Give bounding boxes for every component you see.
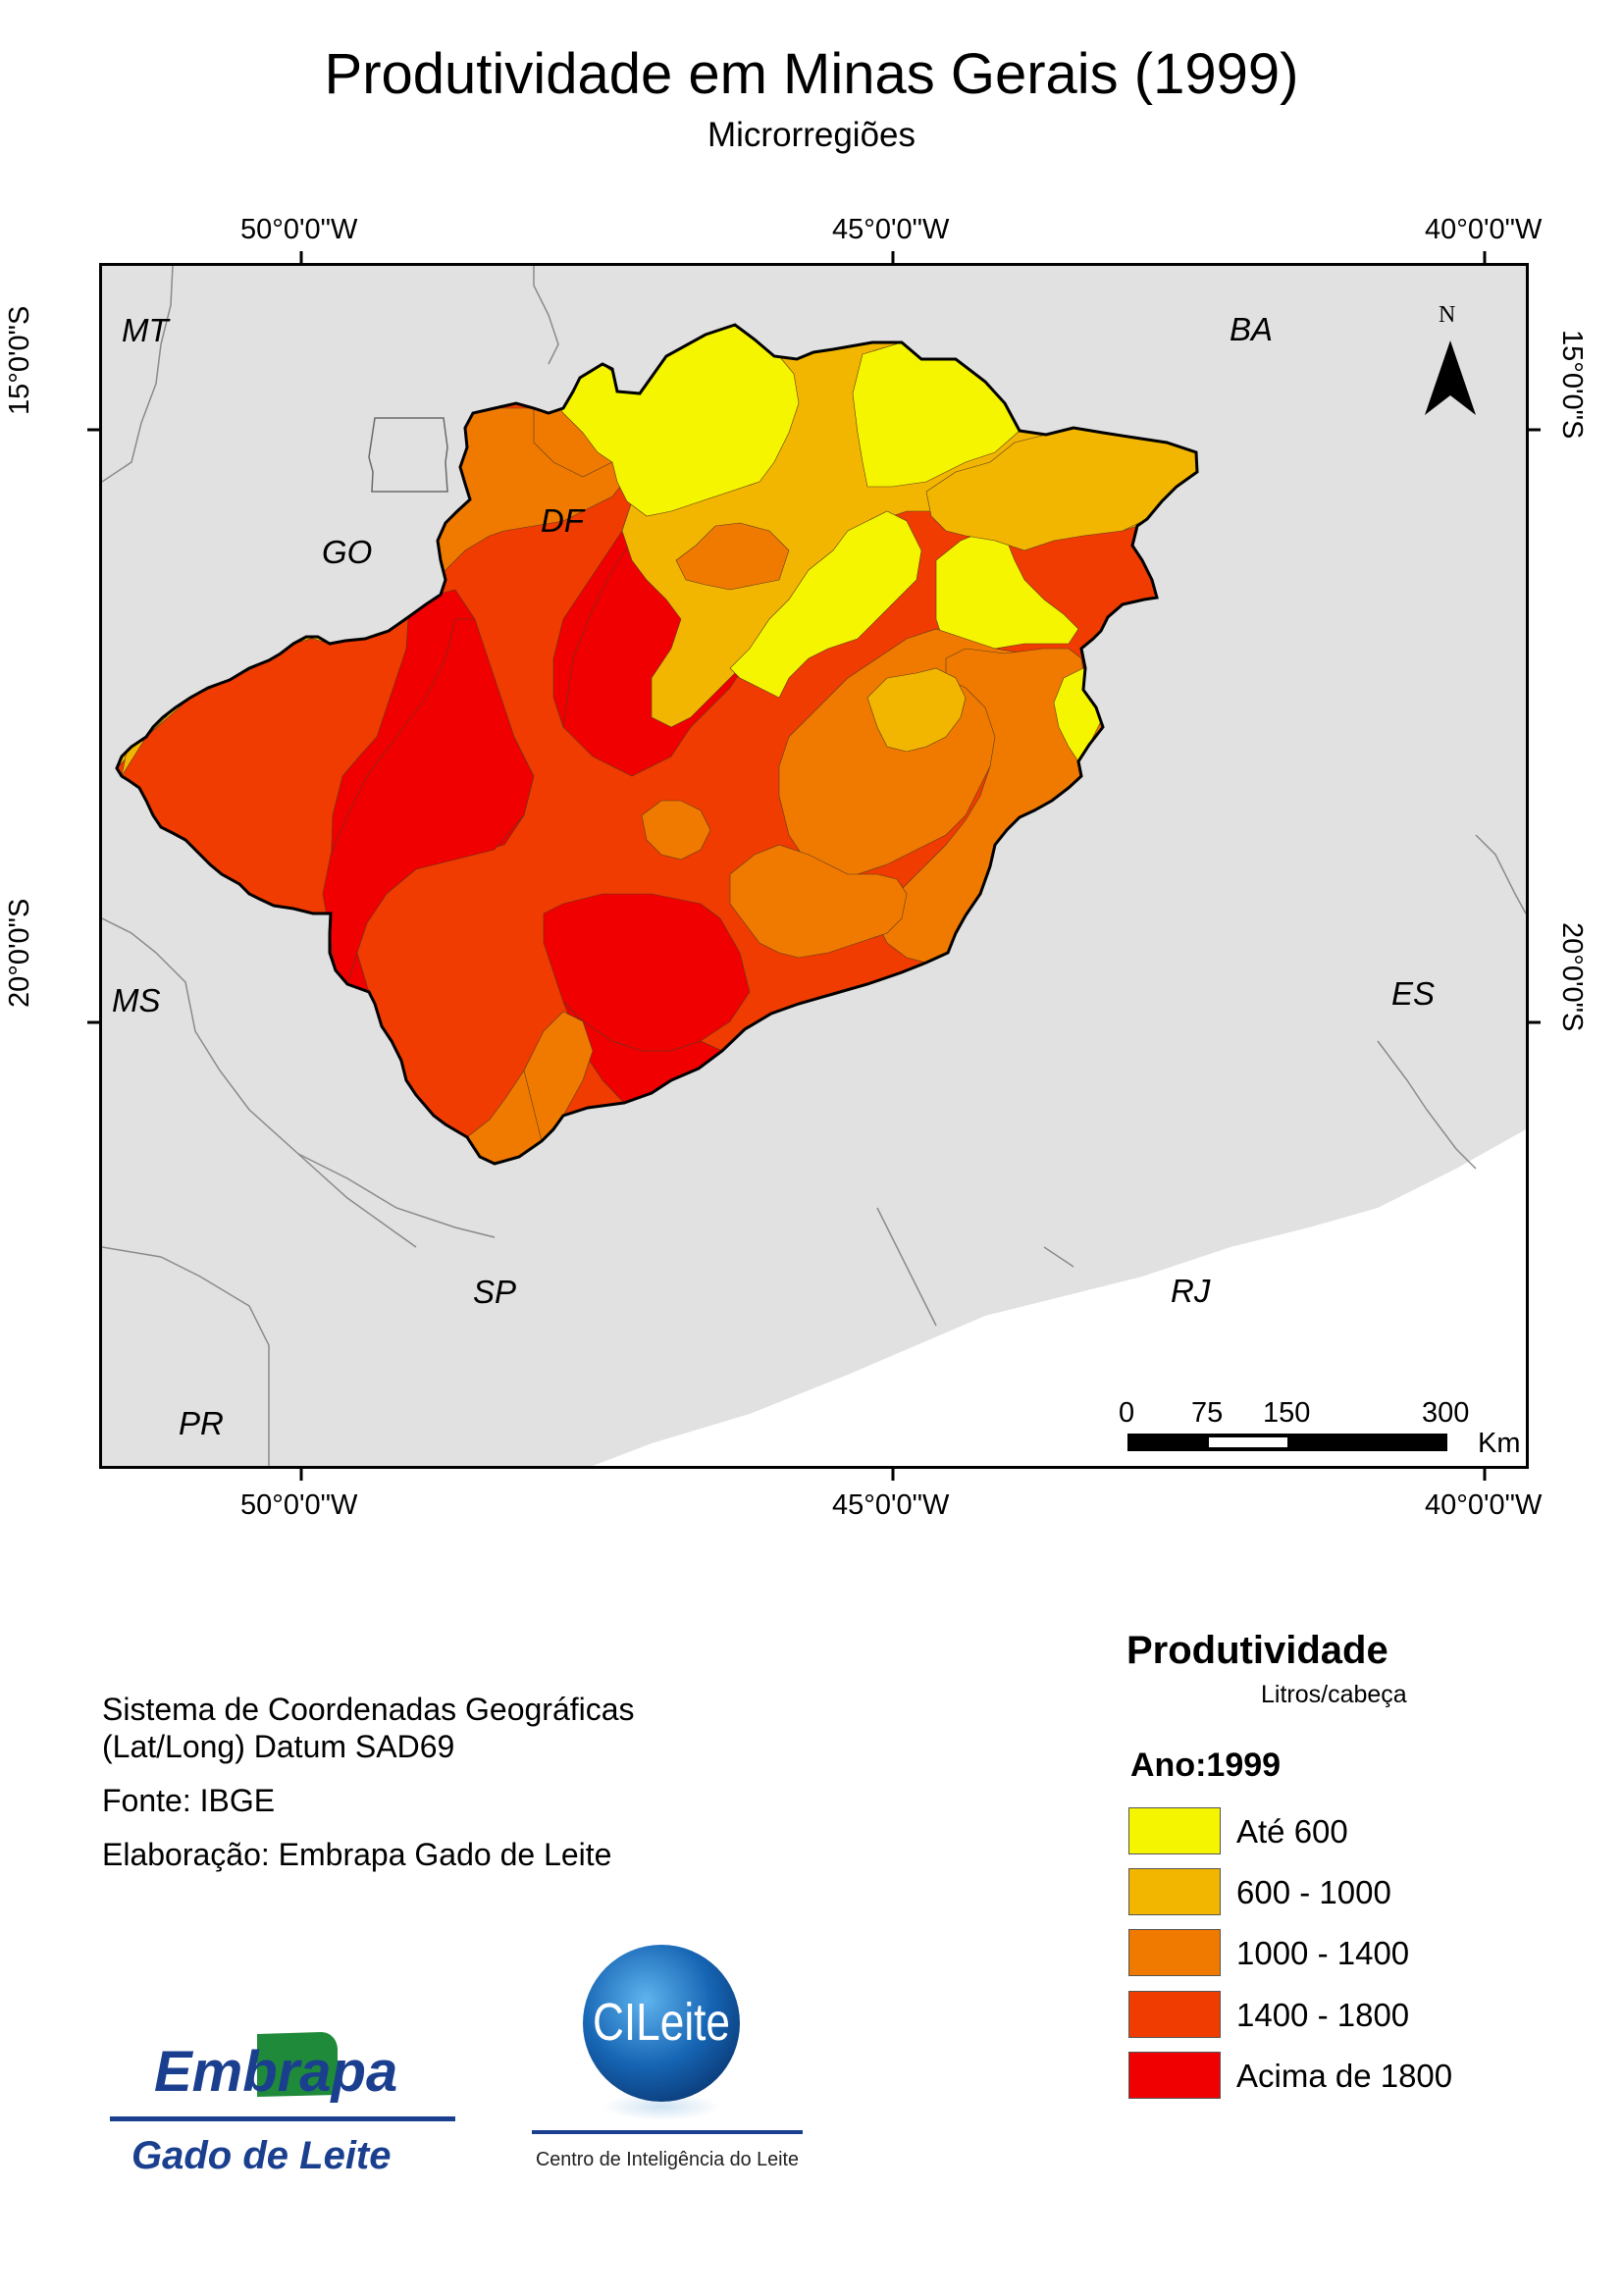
legend-swatch: [1128, 1807, 1221, 1854]
svg-text:Embrapa: Embrapa: [154, 2040, 397, 2104]
svg-text:CILeite: CILeite: [593, 1993, 730, 2052]
legend-swatch: [1128, 1868, 1221, 1915]
legend-swatch: [1128, 1929, 1221, 1976]
lon-label-bottom-50: 50°0'0"W: [240, 1489, 358, 1521]
state-label-ms: MS: [112, 982, 161, 1018]
scale-tick-0: 0: [1119, 1397, 1135, 1429]
minas-gerais-outline: [115, 323, 1199, 1166]
lon-label-top-50: 50°0'0"W: [240, 214, 358, 245]
scale-tick-150: 150: [1263, 1397, 1311, 1429]
graticule-ticks: [87, 251, 1541, 1481]
scale-unit: Km: [1478, 1428, 1521, 1459]
legend-swatch: [1128, 1991, 1221, 2038]
crs-line-2: (Lat/Long) Datum SAD69: [102, 1729, 455, 1764]
legend-label: Acima de 1800: [1236, 2058, 1453, 2094]
mg-microregions: [117, 325, 1197, 1164]
north-arrow-icon: [1425, 340, 1476, 415]
lon-label-top-40: 40°0'0"W: [1425, 214, 1543, 245]
legend-unit: Litros/cabeça: [1261, 1681, 1407, 1708]
legend-title: Produtividade: [1126, 1629, 1388, 1672]
author-text: Elaboração: Embrapa Gado de Leite: [102, 1837, 612, 1872]
microregion: [641, 800, 711, 861]
lon-label-bottom-40: 40°0'0"W: [1425, 1489, 1543, 1521]
scale-bar: [1127, 1434, 1447, 1451]
lon-label-bottom-45: 45°0'0"W: [832, 1489, 950, 1521]
map-frame: [99, 263, 1529, 1469]
legend-swatch: [1128, 2052, 1221, 2099]
microregion: [729, 844, 908, 959]
svg-text:Centro de Inteligência do Leit: Centro de Inteligência do Leite: [536, 2149, 799, 2170]
north-label: N: [1439, 302, 1456, 328]
legend-year: Ano:1999: [1130, 1747, 1282, 1784]
legend-label: 1000 - 1400: [1236, 1935, 1410, 1971]
state-label-pr: PR: [179, 1405, 224, 1441]
scale-tick-75: 75: [1191, 1397, 1224, 1429]
microregion: [322, 618, 535, 985]
crs-line-1: Sistema de Coordenadas Geográficas: [102, 1692, 635, 1727]
svg-text:Gado de Leite: Gado de Leite: [131, 2134, 392, 2177]
df-outline: [368, 417, 448, 493]
state-label-es: ES: [1391, 975, 1436, 1012]
source-text: Fonte: IBGE: [102, 1783, 276, 1818]
map-subtitle: Microrregiões: [707, 116, 916, 154]
cileite-logo: CILeite Centro de Inteligência do Leite: [532, 1945, 803, 2170]
legend-label: 1400 - 1800: [1236, 1997, 1410, 2033]
map-title: Produtividade em Minas Gerais (1999): [324, 42, 1299, 106]
microregion: [866, 667, 967, 753]
state-label-rj: RJ: [1171, 1273, 1211, 1309]
embrapa-logo: Embrapa Gado de Leite: [110, 2014, 455, 2181]
state-label-ba: BA: [1230, 311, 1274, 347]
scale-tick-300: 300: [1422, 1397, 1470, 1429]
state-label-go: GO: [322, 534, 373, 570]
state-label-sp: SP: [473, 1274, 517, 1310]
map-canvas: [102, 266, 1526, 1466]
microregion: [543, 893, 751, 1052]
sea-area: [593, 1129, 1526, 1466]
lon-label-top-45: 45°0'0"W: [832, 214, 950, 245]
state-label-mt: MT: [122, 312, 169, 348]
legend-label: 600 - 1000: [1236, 1874, 1391, 1910]
microregion: [675, 522, 790, 591]
microregion: [729, 510, 922, 699]
legend-label: Até 600: [1236, 1813, 1348, 1850]
state-label-df: DF: [541, 502, 584, 539]
state-borders: [102, 266, 1526, 1466]
